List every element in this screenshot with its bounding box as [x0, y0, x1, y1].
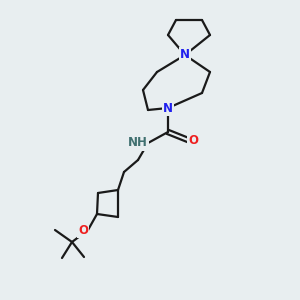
- Text: O: O: [188, 134, 198, 146]
- Text: N: N: [163, 101, 173, 115]
- Text: N: N: [180, 49, 190, 62]
- Text: NH: NH: [128, 136, 148, 149]
- Text: O: O: [78, 224, 88, 236]
